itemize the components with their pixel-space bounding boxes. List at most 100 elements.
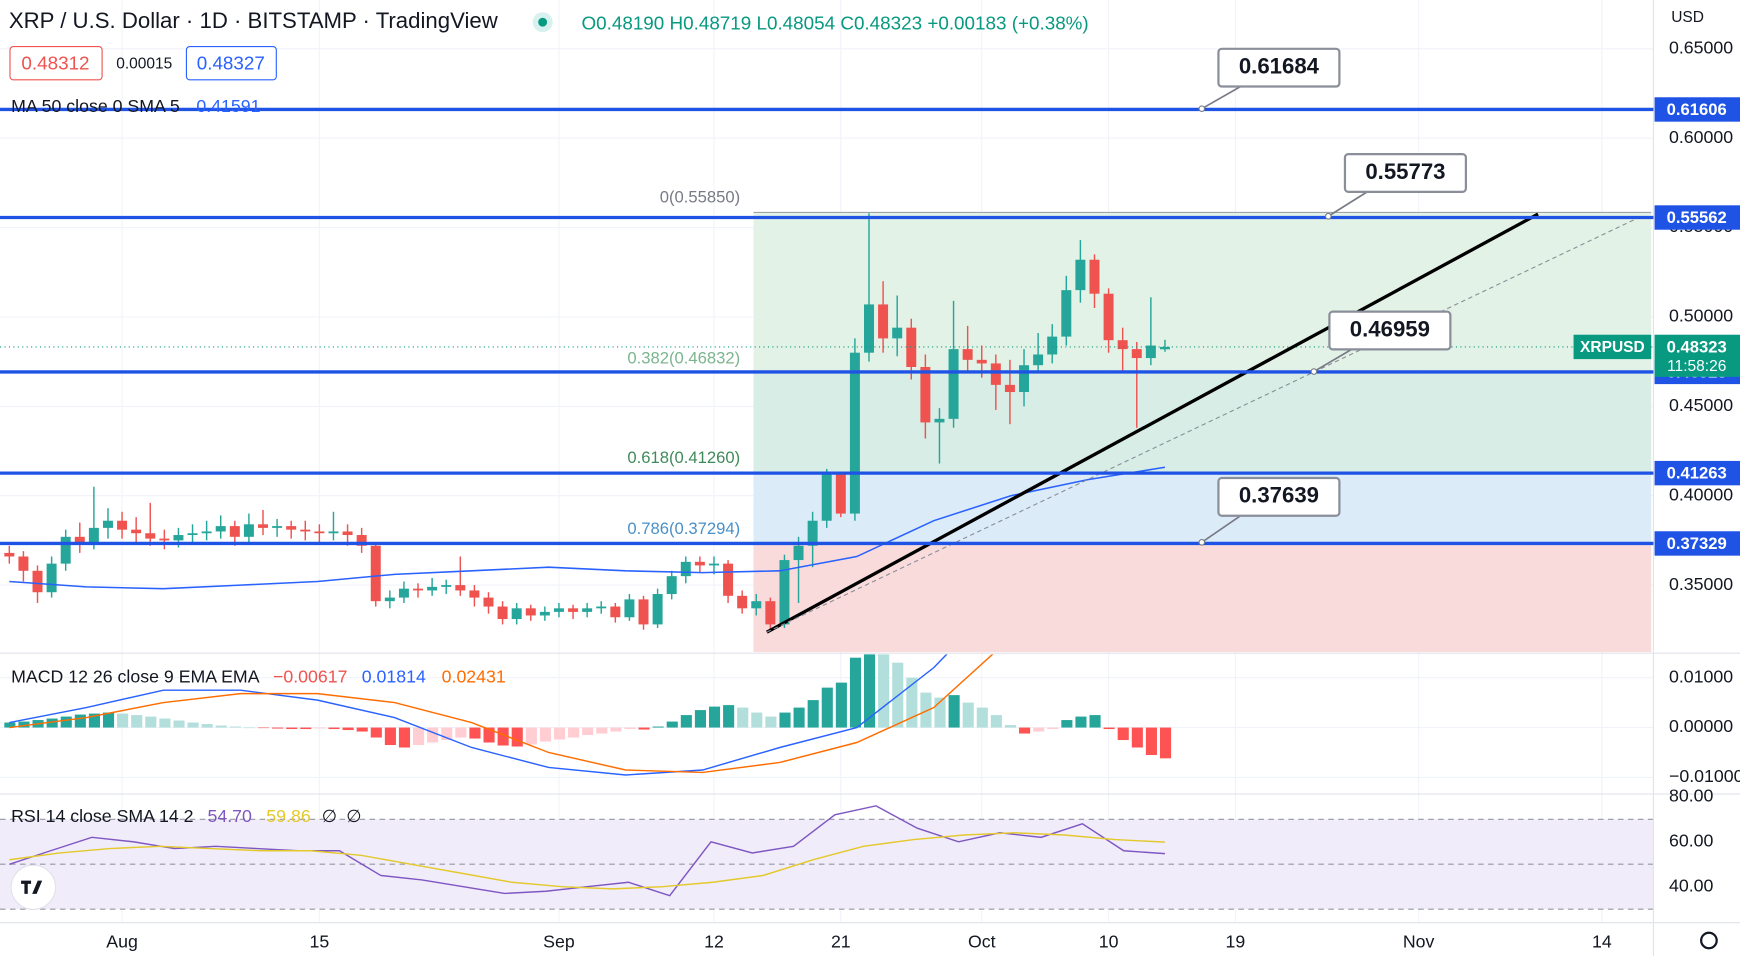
macd-hist-bar — [962, 702, 974, 728]
ask-box[interactable] — [185, 46, 277, 81]
candle-body — [497, 606, 508, 620]
macd-hist-bar — [215, 725, 227, 728]
macd-hist-bar — [878, 654, 890, 728]
candle-body — [920, 366, 931, 423]
candle-body — [173, 535, 184, 541]
price-pane — [0, 211, 1654, 653]
symbol-title: XRP / U.S. Dollar · 1D · BITSTAMP · Trad… — [9, 8, 499, 33]
rsi-legend-value: 59.86 — [266, 806, 311, 826]
candle-body — [723, 563, 734, 596]
macd-hist-bar — [864, 654, 876, 728]
macd-hist-bar — [765, 716, 777, 728]
macd-hist-bar — [990, 715, 1002, 728]
candle-body — [342, 531, 353, 536]
status-dot — [538, 17, 548, 27]
candle-body — [976, 359, 987, 364]
candle-body — [145, 533, 156, 539]
macd-hist-bar — [751, 712, 763, 728]
fib-trend-line[interactable] — [766, 217, 1638, 633]
currency[interactable]: USD — [1671, 9, 1704, 26]
candle-body — [159, 538, 170, 541]
candle-body — [117, 520, 128, 530]
macd-hist-bar — [1019, 727, 1031, 734]
candle-body — [398, 588, 409, 598]
macd-hist-bar — [1117, 727, 1129, 741]
candle-body — [793, 545, 804, 561]
candle-body — [666, 576, 677, 595]
callout-label: 0.37639 — [1239, 483, 1319, 508]
candle-body — [413, 588, 424, 591]
candle-body — [962, 349, 973, 360]
candle-body — [74, 536, 85, 544]
candle-body — [314, 531, 325, 534]
rsi-tick-label: 40.00 — [1669, 875, 1714, 895]
candle-body — [229, 526, 240, 537]
callout-box[interactable] — [1328, 310, 1452, 351]
macd-hist-bar — [1061, 720, 1073, 728]
fib-zone — [753, 473, 1652, 545]
macd-hist-bar — [1075, 716, 1087, 728]
macd-hist-bar — [384, 727, 396, 746]
macd-hist-bar — [1103, 727, 1115, 730]
macd-hist-bar — [229, 726, 241, 728]
candle-body — [1019, 365, 1030, 393]
candle-body — [751, 601, 762, 609]
candle-body — [553, 608, 564, 612]
macd-hist-bar — [610, 727, 622, 732]
candle-body — [201, 531, 212, 534]
macd-hist-bar — [582, 727, 594, 736]
macd-hist-bar — [314, 727, 326, 729]
macd-hist-bar — [145, 716, 157, 728]
candle-body — [906, 327, 917, 367]
trend-line[interactable] — [766, 212, 1539, 634]
candle-body — [46, 563, 57, 593]
level-label: 0.41263 — [1667, 464, 1727, 483]
callout-box[interactable] — [1217, 47, 1341, 88]
candle-body — [765, 601, 776, 625]
macd-hist-bar — [694, 710, 706, 728]
macd-hist-bar — [1004, 725, 1017, 728]
candle-body — [708, 563, 719, 566]
rsi-tick-label: 60.00 — [1669, 830, 1714, 850]
tv-logo[interactable] — [10, 864, 57, 910]
macd-hist-bar — [201, 724, 213, 728]
macd-hist-bar — [427, 727, 439, 743]
macd-hist-bar — [793, 707, 805, 728]
callout-box[interactable] — [1343, 153, 1468, 193]
settings-icon[interactable] — [1700, 931, 1718, 950]
macd-hist-bar — [441, 727, 453, 741]
candle-body — [1131, 349, 1142, 359]
macd-hist-bar — [934, 697, 946, 728]
bid[interactable]: 0.48312 — [21, 52, 89, 73]
macd-hist-bar — [680, 715, 692, 728]
fib-zone — [753, 544, 1652, 653]
macd-hist-bar — [258, 727, 270, 729]
level-label: 0.55562 — [1667, 208, 1727, 227]
price-tick-label: 0.45000 — [1669, 395, 1733, 415]
spread: 0.00015 — [116, 55, 172, 72]
date-label: 15 — [309, 931, 329, 951]
macd-legend-value: 0.01814 — [362, 666, 426, 686]
macd-hist-bar — [568, 727, 580, 738]
candle-body — [1089, 259, 1100, 294]
candle-body — [807, 520, 818, 546]
callout-pointer — [1313, 348, 1353, 373]
price-tick-label: 0.35000 — [1669, 574, 1733, 594]
ohlc: O0.48190 H0.48719 L0.48054 C0.48323 +0.0… — [581, 12, 1088, 33]
price-tick-label: 0.40000 — [1669, 484, 1733, 504]
level-tag — [1654, 97, 1740, 122]
macd-hist-bar — [272, 727, 284, 729]
callout-box[interactable] — [1217, 476, 1341, 517]
candle-body — [934, 418, 945, 423]
candle-body — [582, 608, 593, 612]
candle-body — [18, 556, 29, 571]
candle-body — [1033, 354, 1044, 366]
ask[interactable]: 0.48327 — [197, 52, 265, 73]
bid-box[interactable] — [9, 46, 103, 81]
candle-body — [427, 586, 438, 591]
macd-hist-bar — [300, 727, 312, 730]
candle-body — [1004, 384, 1015, 393]
macd-hist-bar — [187, 722, 199, 728]
macd-legend: MACD 12 26 close 9 EMA EMA — [11, 666, 260, 686]
